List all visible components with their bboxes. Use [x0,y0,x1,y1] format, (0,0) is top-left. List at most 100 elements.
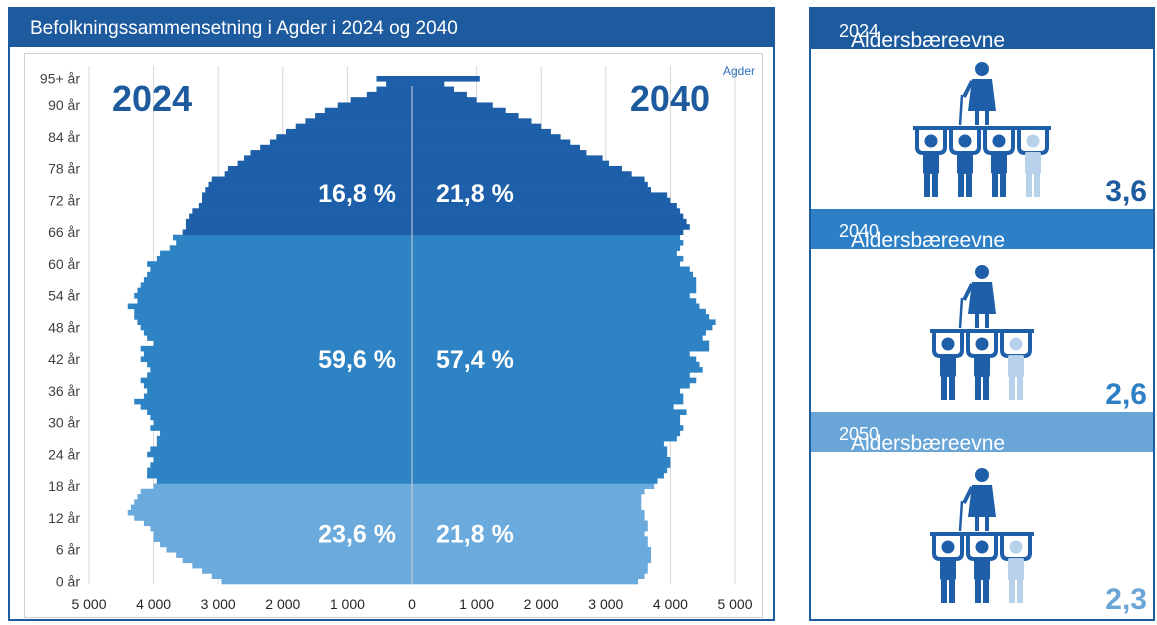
bar-2040-age-5 [412,552,652,558]
y-tick-label: 30 år [48,415,80,431]
bar-2040-age-57 [412,277,697,283]
bar-2024-age-94 [386,81,412,87]
bar-2024-age-75 [208,181,412,188]
x-tick-label: 4 000 [136,596,171,612]
bar-2040-age-24 [412,451,668,458]
y-tick-label: 24 år [48,446,80,462]
bar-2040-age-93 [412,86,454,93]
bar-2024-age-55 [137,287,412,294]
bar-2024-age-15 [134,499,412,505]
bar-2040-age-56 [412,282,697,288]
bar-2024-age-6 [166,546,412,553]
x-tick-label: 1 000 [330,596,365,612]
bar-2024-age-36 [147,388,412,394]
bar-2024-age-59 [150,266,412,273]
bar-2040-age-34 [412,398,684,405]
bar-2040-age-90 [412,102,493,109]
bar-2024-age-1 [211,573,412,580]
bar-2024-age-39 [147,372,412,378]
bar-2040-age-8 [412,536,648,542]
bar-2024-age-77 [224,171,412,177]
bar-2040-age-13 [412,509,645,516]
bar-2024-age-53 [137,298,412,304]
bar-2024-age-69 [189,213,412,220]
y-tick-label: 78 år [48,161,80,177]
bar-2024-age-7 [160,541,412,548]
bar-2024-age-5 [176,552,412,558]
region-label: Agder [723,64,755,78]
bar-2040-age-6 [412,546,652,553]
bar-2024-age-67 [185,224,412,230]
person-raising-arms-icon [1000,332,1032,400]
bar-2024-age-26 [156,441,412,447]
share-label-2040-20-66: 57,4 % [436,346,514,374]
bar-2040-age-33 [412,404,674,410]
bar-2024-age-93 [376,86,412,93]
bar-2024-age-65 [172,234,412,241]
section-header-2050: Aldersbæreevne 2050 [811,412,1153,455]
bar-2024-age-48 [140,324,412,331]
person-raising-arms-icon [932,332,964,400]
bar-2024-age-95 [376,76,412,82]
bar-2024-age-10 [150,525,412,532]
support-bar [913,126,1051,130]
bar-2024-age-74 [205,187,412,193]
bar-2040-age-71 [412,203,677,209]
bar-2024-age-88 [315,113,412,119]
bar-2024-age-90 [337,102,412,109]
bar-2040-age-20 [412,472,664,479]
bar-2024-age-91 [350,97,412,103]
bar-2040-age-67 [412,224,690,230]
bar-2040-age-2 [412,568,648,574]
bar-2040-age-59 [412,266,690,273]
bar-2040-age-15 [412,499,642,505]
bar-2024-age-50 [134,314,412,320]
bar-2040-age-44 [412,345,710,352]
bar-2024-age-25 [150,446,412,453]
bar-2024-age-14 [130,504,412,511]
bar-2024-age-92 [366,91,412,98]
x-tick-label: 4 000 [653,596,688,612]
section-header-2040: Aldersbæreevne 2040 [811,209,1153,252]
bar-2040-age-54 [412,292,690,299]
bar-2040-age-83 [412,139,571,146]
y-tick-label: 48 år [48,319,80,335]
bar-2024-age-61 [156,255,412,262]
bar-2040-age-94 [412,81,445,87]
population-pyramid-panel: Befolkningssammensetning i Agder i 2024 … [8,7,775,621]
bar-2024-age-79 [237,160,412,167]
bar-2040-age-95 [412,76,480,82]
share-label-2024-67+: 16,8 % [318,180,396,208]
x-tick-label: 5 000 [717,596,752,612]
person-raising-arms-icon [949,129,981,197]
bar-2040-age-38 [412,377,697,384]
bar-2024-age-21 [147,467,412,474]
bar-2040-age-85 [412,128,551,135]
bar-2040-age-27 [412,435,677,442]
bar-2024-age-44 [140,345,412,352]
bar-2040-age-88 [412,113,519,119]
bar-2024-age-57 [143,277,412,283]
bar-2040-age-63 [412,245,681,251]
share-label-2024-20-66: 59,6 % [318,346,396,374]
person-raising-arms-icon [932,535,964,603]
bar-2024-age-23 [153,457,412,463]
bar-2040-age-36 [412,388,681,394]
bar-2024-age-60 [147,261,412,267]
y-tick-label: 36 år [48,383,80,399]
bar-2040-age-40 [412,367,703,373]
bar-2040-age-80 [412,155,603,161]
bar-2040-age-28 [412,430,681,437]
y-tick-label: 12 år [48,510,80,526]
bar-2024-age-20 [147,472,412,479]
bar-2024-age-71 [198,203,412,209]
bar-2040-age-64 [412,240,684,246]
bar-2040-age-72 [412,197,671,204]
y-tick-label: 6 år [56,542,80,558]
bar-2040-age-73 [412,192,668,199]
bar-2024-age-35 [143,393,412,400]
bar-2024-age-19 [156,478,412,484]
section-year: 2040 [839,221,880,241]
bar-2040-age-25 [412,446,668,453]
bar-2040-age-29 [412,425,684,431]
